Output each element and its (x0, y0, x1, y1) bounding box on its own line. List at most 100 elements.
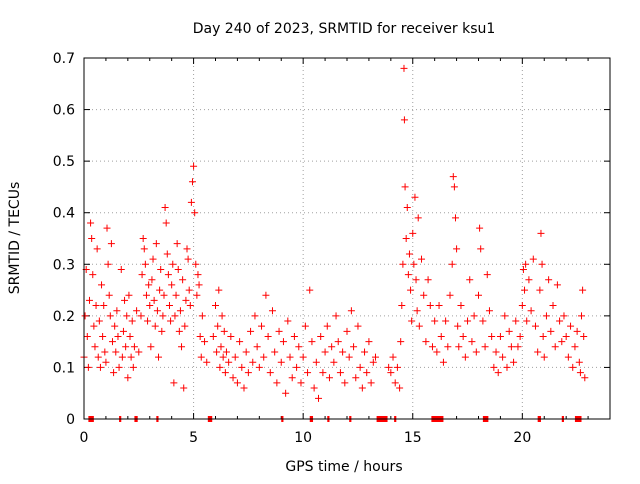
data-point (264, 332, 272, 340)
data-point (101, 348, 109, 356)
data-point (547, 327, 555, 335)
data-point (105, 291, 113, 299)
data-point (347, 307, 355, 315)
data-point (247, 327, 255, 335)
data-point (451, 214, 459, 222)
data-point (352, 374, 360, 382)
data-point (312, 358, 320, 366)
data-point (466, 276, 474, 284)
data-point (321, 348, 329, 356)
data-point (575, 358, 583, 366)
data-point (159, 312, 167, 320)
data-point (183, 245, 191, 253)
data-point (404, 271, 412, 279)
data-point (523, 317, 531, 325)
data-point (103, 224, 111, 232)
data-point (306, 286, 314, 294)
data-point (231, 353, 239, 361)
data-point (534, 348, 542, 356)
data-point (514, 343, 522, 351)
data-point (179, 276, 187, 284)
data-point (455, 343, 463, 351)
data-point (580, 332, 588, 340)
data-point (186, 302, 194, 310)
data-point (227, 332, 235, 340)
data-point (173, 240, 181, 248)
data-point (167, 317, 175, 325)
data-point (114, 332, 122, 340)
data-point (334, 338, 342, 346)
data-point (293, 363, 301, 371)
data-point (525, 276, 533, 284)
data-point (187, 198, 195, 206)
data-point (578, 312, 586, 320)
data-point (579, 286, 587, 294)
data-point (135, 348, 143, 356)
data-point (454, 322, 462, 330)
data-point (501, 312, 509, 320)
data-point (122, 343, 130, 351)
data-point (139, 235, 147, 242)
data-point (244, 369, 252, 377)
data-point (581, 374, 589, 382)
data-point (317, 332, 325, 340)
data-point (195, 281, 203, 289)
data-point (209, 332, 217, 340)
data-point (273, 379, 281, 387)
data-point (573, 327, 581, 335)
data-point (165, 302, 173, 310)
data-point (144, 317, 152, 325)
data-point (178, 343, 186, 351)
data-point (397, 338, 405, 346)
data-point (168, 281, 176, 289)
data-point (236, 338, 244, 346)
data-point (446, 291, 454, 299)
data-point (290, 332, 298, 340)
data-point (124, 374, 132, 382)
data-point (85, 296, 93, 304)
data-point (408, 317, 416, 325)
data-point (299, 353, 307, 361)
data-point (295, 343, 303, 351)
x-tick-label: 10 (294, 430, 312, 446)
data-point (505, 327, 513, 335)
data-point (529, 255, 537, 263)
data-point (315, 394, 323, 402)
data-point (542, 312, 550, 320)
data-point (158, 327, 166, 335)
data-point (94, 353, 102, 361)
data-point (126, 332, 134, 340)
data-point (268, 307, 276, 315)
data-point (157, 265, 165, 273)
axis-ticks: 0 5 10 15 20 0 0.1 0.2 0.3 0.4 0.5 0.6 0.7 (53, 51, 610, 446)
data-point (499, 353, 507, 361)
data-point (108, 338, 116, 346)
data-point (402, 235, 410, 242)
y-axis-label: SRMTID / TECUs (7, 182, 23, 295)
data-point (279, 338, 287, 346)
data-point (516, 332, 524, 340)
data-point (539, 332, 547, 340)
data-point (527, 307, 535, 315)
data-point (319, 369, 327, 377)
data-point (260, 353, 268, 361)
data-point (409, 229, 417, 237)
data-point (117, 265, 125, 273)
data-point (130, 343, 138, 351)
chart-title: Day 240 of 2023, SRMTID for receiver ksu… (193, 21, 496, 37)
data-point (92, 302, 100, 310)
data-point (164, 271, 172, 279)
data-point (127, 353, 135, 361)
data-point (156, 286, 164, 294)
data-point (171, 312, 179, 320)
data-point (494, 369, 502, 377)
data-point (221, 369, 229, 377)
data-point (444, 343, 452, 351)
data-point (476, 224, 484, 232)
data-point (393, 363, 401, 371)
data-point (172, 291, 180, 299)
data-point (410, 260, 418, 268)
data-point (121, 296, 129, 304)
data-point (107, 240, 115, 248)
